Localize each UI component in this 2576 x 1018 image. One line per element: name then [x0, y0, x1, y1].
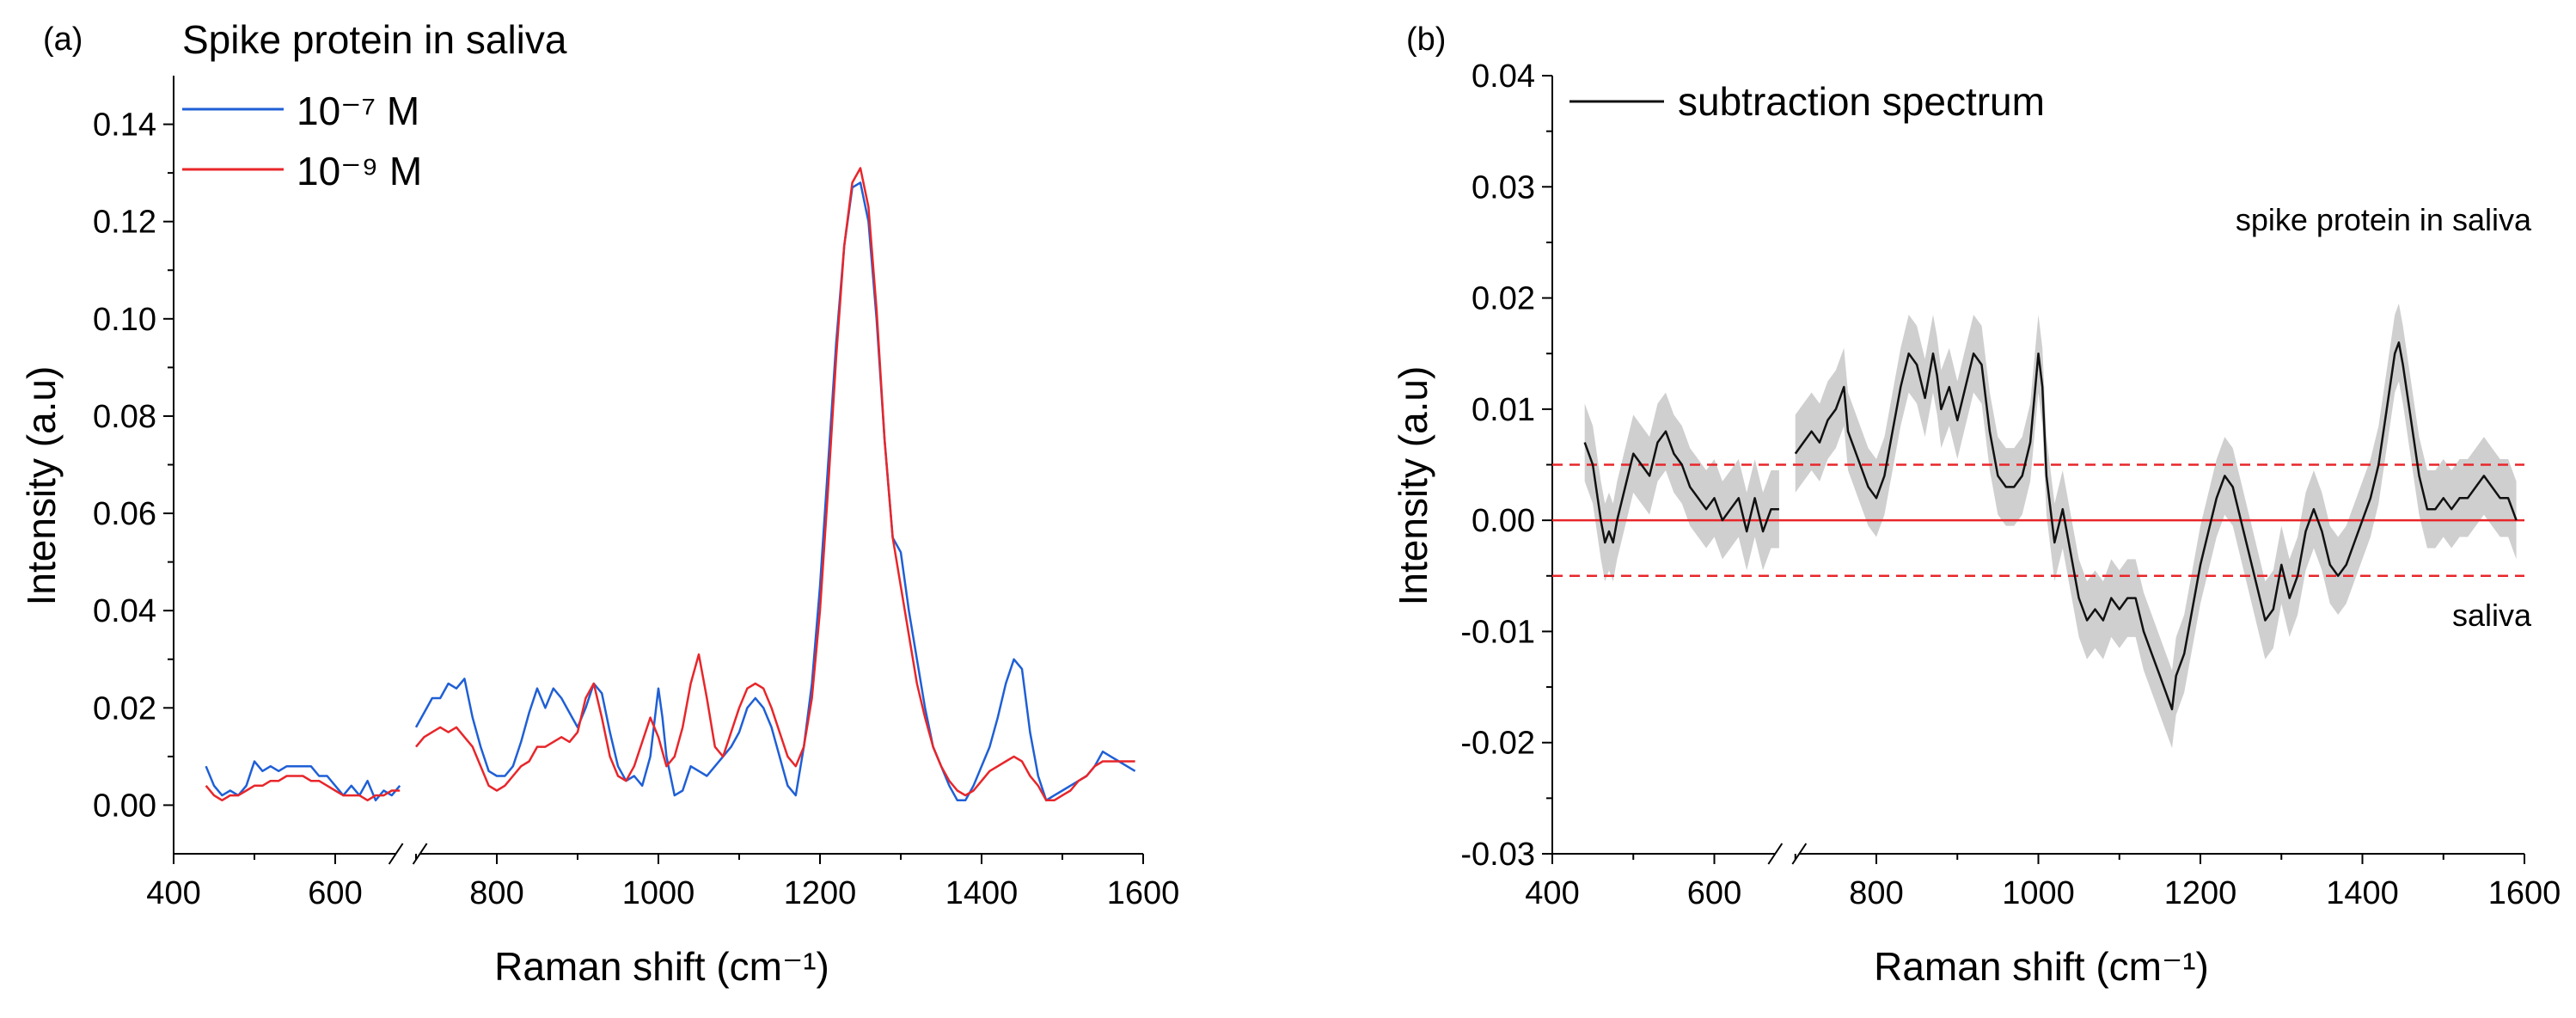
panel-b-plot-area: -0.03 -0.02 -0.01 0.00 0.01 0.02 0.03 0.04 400 60…: [1460, 58, 2561, 911]
panel-a-xtick-label: 400: [146, 875, 200, 911]
panel-a-title: Spike protein in saliva: [182, 17, 567, 62]
panel-a-xtick-label: 1200: [784, 875, 857, 911]
panel-b-xtick-label: 1000: [2002, 875, 2075, 911]
panel-b-series-line-0: [1583, 430, 1779, 544]
panel-b-legend: subtraction spectrum: [1569, 79, 2045, 124]
legend-label-1e-7: 10⁻⁷ M: [297, 89, 419, 133]
panel-b-series-line-0: [1794, 341, 2518, 711]
legend-label-1e-9: 10⁻⁹ M: [297, 149, 422, 193]
panel-a-label: (a): [43, 21, 83, 58]
panel-b-xtick-label: 600: [1687, 875, 1741, 911]
panel-a-y-axis-title: Intensity (a.u): [19, 366, 64, 606]
panel-a-ytick-label: 0.12: [93, 205, 156, 241]
panel-b-y-axis-title: Intensity (a.u): [1391, 366, 1435, 606]
panel-a-axis-break-mark: [388, 843, 404, 865]
panel-b-x-axis-title: Raman shift (cm⁻¹): [1874, 944, 2209, 989]
panel-a-ytick-label: 0.02: [93, 690, 156, 727]
panel-b-ytick-label: 0.04: [1472, 58, 1535, 95]
panel-b-ytick-label: 0.03: [1472, 169, 1535, 205]
panel-a-ytick-label: 0.14: [93, 107, 156, 144]
panel-a-xtick-label: 1600: [1107, 875, 1180, 911]
annotation-spike-protein-in-saliva: spike protein in saliva: [2236, 202, 2532, 237]
panel-b-ytick-label: -0.03: [1460, 837, 1535, 873]
panel-b-xtick-label: 1200: [2164, 875, 2237, 911]
panel-b-ytick-label: 0.01: [1472, 392, 1535, 428]
panel-b-xtick-label: 1600: [2488, 875, 2561, 911]
panel-b-xtick-label: 1400: [2326, 875, 2399, 911]
panel-a-legend: 10⁻⁷ M 10⁻⁹ M: [182, 89, 422, 193]
panel-b-ytick-label: -0.01: [1460, 614, 1535, 650]
panel-b-xtick-label: 400: [1525, 875, 1579, 911]
panel-b-error-band: [1795, 304, 2517, 749]
panel-a-ytick-label: 0.04: [93, 593, 156, 629]
panel-a-xtick-label: 600: [308, 875, 362, 911]
panel-b-ytick-label: 0.02: [1472, 281, 1535, 317]
panel-a-series-line-1: [415, 167, 1135, 802]
panel-a: (a) Spike protein in saliva 0.00 0.02 0.04…: [19, 17, 1179, 989]
panel-a-ytick-label: 0.06: [93, 496, 156, 532]
panel-a-ytick-label: 0.10: [93, 302, 156, 338]
panel-b: (b) -0.03 -0.02 -0.01 0.00 0.01 0.02 0.03 0.04 4…: [1391, 21, 2561, 989]
panel-a-series-line-0: [414, 181, 1136, 802]
panel-a-x-axis-title: Raman shift (cm⁻¹): [494, 944, 829, 989]
panel-b-ytick-label: 0.00: [1472, 503, 1535, 539]
panel-a-xtick-label: 1400: [945, 875, 1019, 911]
panel-b-ytick-label: -0.02: [1460, 726, 1535, 762]
annotation-saliva: saliva: [2452, 598, 2532, 633]
panel-b-axis-break-mark: [1767, 843, 1784, 865]
panel-b-error-band: [1584, 392, 1779, 582]
legend-label-subtraction: subtraction spectrum: [1678, 79, 2045, 124]
panel-a-xtick-label: 1000: [622, 875, 695, 911]
panel-b-label: (b): [1406, 21, 1446, 58]
panel-a-xtick-label: 800: [469, 875, 523, 911]
panel-a-axis-break-mark: [412, 843, 428, 865]
panel-a-ytick-label: 0.00: [93, 788, 156, 824]
panel-a-ytick-label: 0.08: [93, 399, 156, 435]
panel-a-plot-area: 0.00 0.02 0.04 0.06 0.08 0.10 0.12 0.14 400 600 80…: [93, 76, 1179, 911]
panel-a-series-line-1: [205, 775, 401, 802]
panel-b-xtick-label: 800: [1849, 875, 1903, 911]
panel-b-axis-break-mark: [1791, 843, 1808, 865]
